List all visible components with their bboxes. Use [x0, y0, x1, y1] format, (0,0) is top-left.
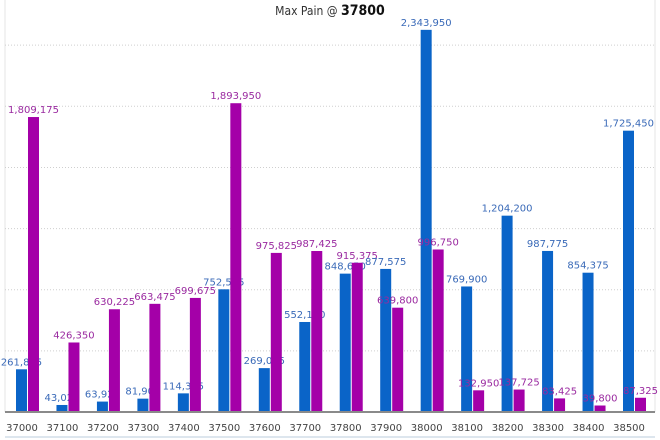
put-data-label: 915,375: [337, 251, 378, 262]
call-data-label: 848,650: [325, 262, 366, 273]
put-bar[interactable]: [351, 262, 363, 412]
x-tick-label: 37200: [87, 423, 119, 434]
put-bar[interactable]: [68, 342, 80, 412]
call-data-label: 1,204,200: [482, 204, 533, 215]
x-tick-label: 37600: [249, 423, 281, 434]
put-bar[interactable]: [108, 309, 120, 412]
put-data-label: 987,425: [296, 239, 337, 250]
put-bar[interactable]: [513, 389, 525, 412]
call-bar[interactable]: [501, 215, 513, 412]
x-tick-label: 37500: [208, 423, 240, 434]
x-tick-label: 37900: [370, 423, 402, 434]
call-bar[interactable]: [96, 401, 108, 412]
call-bar[interactable]: [420, 29, 432, 412]
put-data-label: 639,800: [377, 296, 418, 307]
call-bar[interactable]: [623, 130, 634, 412]
call-data-label: 769,900: [446, 274, 487, 285]
x-tick-label: 37000: [6, 423, 38, 434]
put-bar[interactable]: [189, 297, 201, 412]
put-bar[interactable]: [230, 103, 242, 413]
put-bar[interactable]: [432, 249, 444, 412]
x-tick-label: 38400: [573, 423, 605, 434]
put-data-label: 975,825: [256, 241, 297, 252]
put-bar[interactable]: [311, 251, 323, 412]
call-bar[interactable]: [582, 272, 594, 412]
put-bar[interactable]: [635, 397, 646, 412]
x-tick-label: 37700: [289, 423, 321, 434]
call-bar[interactable]: [56, 404, 68, 412]
max-pain-value: 37800: [341, 3, 385, 19]
call-data-label: 114,325: [163, 381, 204, 392]
put-data-label: 996,750: [417, 237, 458, 248]
call-bar[interactable]: [339, 273, 351, 412]
call-data-label: 43,025: [44, 393, 79, 404]
call-bar[interactable]: [177, 393, 189, 412]
x-tick-label: 38100: [451, 423, 483, 434]
call-bar[interactable]: [380, 268, 392, 412]
put-bar[interactable]: [392, 307, 404, 412]
x-tick-label: 37100: [47, 423, 79, 434]
x-tick-label: 38300: [532, 423, 564, 434]
put-data-label: 630,225: [94, 297, 135, 308]
put-data-label: 1,809,175: [8, 105, 59, 116]
call-data-label: 854,375: [567, 261, 608, 272]
chart-title: Max Pain @ 37800: [0, 3, 660, 19]
put-data-label: 83,425: [542, 386, 577, 397]
call-data-label: 2,343,950: [401, 18, 452, 29]
put-data-label: 699,675: [175, 286, 216, 297]
x-tick-label: 38500: [613, 423, 645, 434]
call-bar[interactable]: [16, 369, 27, 412]
call-data-label: 752,525: [203, 277, 244, 288]
put-bar[interactable]: [473, 390, 485, 412]
put-data-label: 1,893,950: [210, 91, 261, 102]
x-tick-label: 38000: [411, 423, 443, 434]
call-bar[interactable]: [137, 398, 149, 412]
call-data-label: 552,100: [284, 310, 325, 321]
x-tick-label: 37400: [168, 423, 200, 434]
x-tick-label: 37300: [127, 423, 159, 434]
put-data-label: 39,800: [583, 394, 618, 405]
put-data-label: 426,350: [53, 330, 94, 341]
put-bar[interactable]: [149, 303, 161, 412]
put-bar[interactable]: [554, 398, 566, 412]
call-bar[interactable]: [542, 250, 554, 412]
call-data-label: 269,075: [244, 356, 285, 367]
x-tick-label: 38200: [492, 423, 524, 434]
call-data-label: 877,575: [365, 257, 406, 268]
call-data-label: 63,925: [85, 390, 120, 401]
call-bar[interactable]: [461, 286, 473, 412]
put-data-label: 132,950: [458, 378, 499, 389]
put-bar[interactable]: [28, 117, 39, 412]
put-bar[interactable]: [270, 252, 282, 412]
title-prefix: Max Pain @: [275, 4, 338, 18]
put-data-label: 137,725: [498, 378, 539, 389]
put-data-label: 663,475: [134, 292, 175, 303]
call-data-label: 987,775: [527, 239, 568, 250]
x-tick-label: 37800: [330, 423, 362, 434]
call-data-label: 81,900: [125, 387, 160, 398]
call-bar[interactable]: [258, 368, 270, 412]
call-bar[interactable]: [218, 289, 230, 412]
call-bar[interactable]: [299, 321, 311, 412]
put-bar[interactable]: [594, 405, 606, 412]
put-data-label: 87,325: [623, 386, 658, 397]
call-data-label: 1,725,450: [603, 119, 654, 130]
call-data-label: 261,875: [1, 357, 42, 368]
